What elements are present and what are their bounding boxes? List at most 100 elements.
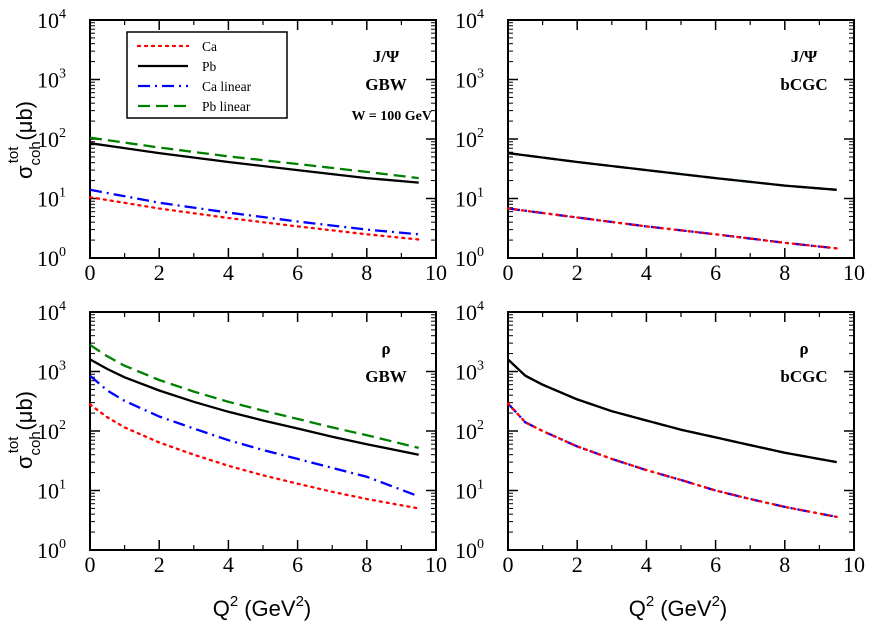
series-line-ca xyxy=(506,402,838,519)
x-label-unit-open: (GeV xyxy=(244,596,296,621)
x-tick-label: 10 xyxy=(425,552,447,577)
y-tick-label: 104 xyxy=(37,299,66,325)
y-tick-label: 101 xyxy=(455,186,484,212)
y-tick-label: 103 xyxy=(455,359,484,385)
series-line-pb xyxy=(507,151,837,191)
x-tick-label: 4 xyxy=(223,260,234,285)
y-tick-label: 102 xyxy=(455,126,484,152)
y-tick-label: 102 xyxy=(37,126,66,152)
x-label-unit-close: ) xyxy=(304,596,311,621)
panel-annotation: J/Ψ xyxy=(791,47,818,66)
panel-annotation: W = 100 GeV xyxy=(352,109,432,124)
panel-bottom-left: 0 2 4 6 8 10 100 101 102 103 104 ρ GBW xyxy=(37,299,447,577)
y-tick-label: 104 xyxy=(37,7,66,33)
x-tick-label: 10 xyxy=(843,552,865,577)
panel-top-left: 0 2 4 6 8 10 100 101 102 103 104 J/Ψ GBW W = 100 GeV xyxy=(37,7,447,285)
y-tick-label: 104 xyxy=(455,7,484,33)
x-label-q: Q xyxy=(213,596,230,621)
svg-text:σcohtot(μb): σcohtot (μb) xyxy=(5,101,44,179)
y-axis-label-bottom: σcohtot (μb) xyxy=(5,391,44,469)
x-label-unit-close: ) xyxy=(720,596,727,621)
panel-annotation: ρ xyxy=(799,339,808,358)
svg-text:σcohtot(μb): σcohtot (μb) xyxy=(5,391,44,469)
series-line-pb xyxy=(89,358,419,456)
x-label-q: Q xyxy=(629,596,646,621)
y-tick-label: 101 xyxy=(37,478,66,504)
series-line-pb xyxy=(507,358,837,464)
x-label-unit-sup: 2 xyxy=(712,593,720,610)
y-tick-label: 100 xyxy=(455,245,484,271)
panel-annotation: bCGC xyxy=(780,367,827,386)
y-label-sigma: σ xyxy=(12,455,37,469)
x-tick-label: 2 xyxy=(154,552,165,577)
x-tick-label: 10 xyxy=(425,260,447,285)
x-tick-label: 2 xyxy=(572,552,583,577)
x-tick-label: 6 xyxy=(710,552,721,577)
y-tick-label: 103 xyxy=(455,67,484,93)
legend-label: Ca xyxy=(202,39,217,54)
series-line-pb xyxy=(89,142,419,184)
y-tick-label: 101 xyxy=(37,186,66,212)
x-tick-label: 0 xyxy=(503,260,514,285)
x-tick-label: 6 xyxy=(292,260,303,285)
legend-label: Pb xyxy=(202,59,217,74)
x-tick-label: 8 xyxy=(361,552,372,577)
series-line-ca-linear xyxy=(89,188,419,236)
y-tick-label: 102 xyxy=(37,418,66,444)
x-label-sup: 2 xyxy=(230,593,238,610)
x-tick-label: 6 xyxy=(292,552,303,577)
y-tick-label: 100 xyxy=(37,537,66,563)
x-label-unit-sup: 2 xyxy=(296,593,304,610)
legend-label: Pb linear xyxy=(202,99,251,114)
x-tick-label: 6 xyxy=(710,260,721,285)
x-tick-label: 8 xyxy=(361,260,372,285)
panel-annotation: ρ xyxy=(381,339,390,358)
series-line-pb-linear xyxy=(89,343,419,450)
y-label-unit: (μb) xyxy=(12,391,37,431)
y-tick-label: 102 xyxy=(455,418,484,444)
panel-bottom-right: 0 2 4 6 8 10 100 101 102 103 104 ρ bCGC xyxy=(455,299,865,577)
y-label-sup: tot xyxy=(5,146,22,164)
x-label-unit-open: (GeV xyxy=(660,596,712,621)
y-label-sup: tot xyxy=(5,436,22,454)
panel-top-right: 0 2 4 6 8 10 100 101 102 103 104 J/Ψ bCGC xyxy=(455,7,865,285)
x-tick-label: 2 xyxy=(572,260,583,285)
x-label-sup: 2 xyxy=(646,593,654,610)
x-tick-label: 4 xyxy=(641,260,652,285)
series-line-ca xyxy=(506,207,838,250)
legend-label: Ca linear xyxy=(202,79,252,94)
panel-annotation: J/Ψ xyxy=(373,47,400,66)
x-tick-label: 4 xyxy=(223,552,234,577)
series-line-ca-linear xyxy=(89,374,420,498)
y-label-sigma: σ xyxy=(12,165,37,179)
x-tick-label: 0 xyxy=(503,552,514,577)
y-label-unit: (μb) xyxy=(12,101,37,141)
x-tick-label: 8 xyxy=(779,552,790,577)
y-tick-label: 101 xyxy=(455,478,484,504)
x-tick-label: 4 xyxy=(641,552,652,577)
x-tick-label: 0 xyxy=(85,552,96,577)
legend: Ca Pb Ca linear Pb linear xyxy=(126,31,288,119)
x-tick-label: 8 xyxy=(779,260,790,285)
series-line-ca xyxy=(88,403,420,510)
series-line-ca-linear xyxy=(507,402,837,519)
x-tick-label: 0 xyxy=(85,260,96,285)
x-tick-label: 2 xyxy=(154,260,165,285)
y-axis-label-top: σcohtot (μb) xyxy=(5,101,44,179)
x-tick-label: 10 xyxy=(843,260,865,285)
y-tick-label: 103 xyxy=(37,67,66,93)
x-axis-label-left: Q2 (GeV2) xyxy=(213,593,312,621)
panel-annotation: GBW xyxy=(365,75,407,94)
y-tick-label: 104 xyxy=(455,299,484,325)
y-label-sub: coh xyxy=(27,431,44,455)
y-label-sub: coh xyxy=(27,141,44,165)
series-line-ca xyxy=(88,196,420,241)
panel-annotation: GBW xyxy=(365,367,407,386)
y-tick-label: 100 xyxy=(37,245,66,271)
x-axis-label-right: Q2 (GeV2) xyxy=(629,593,728,621)
y-tick-label: 100 xyxy=(455,537,484,563)
panel-annotation: bCGC xyxy=(780,75,827,94)
y-tick-label: 103 xyxy=(37,359,66,385)
series-line-pb-linear xyxy=(89,136,419,180)
